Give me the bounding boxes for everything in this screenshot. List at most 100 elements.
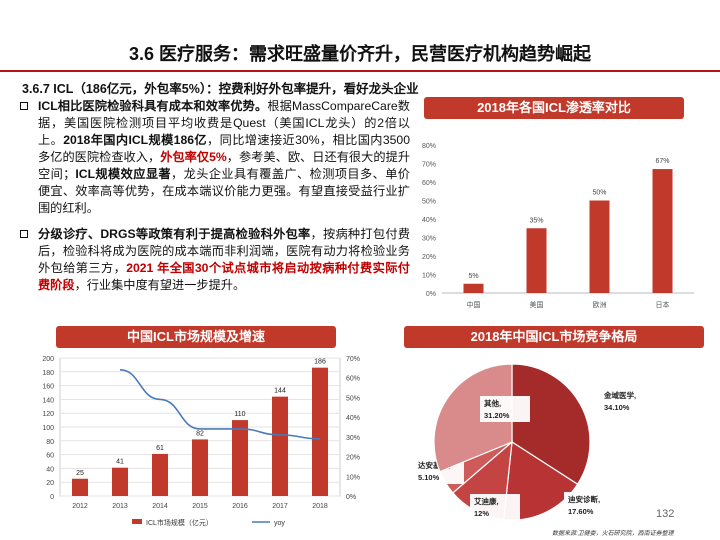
x-tick-label: 2017: [272, 503, 288, 510]
bar-2: [589, 200, 610, 293]
y2-tick-label: 30%: [346, 435, 360, 442]
bullet-segment: ICL规模效应显著: [75, 167, 172, 181]
y2-tick-label: 10%: [346, 474, 360, 481]
pie-pct: 12%: [474, 509, 489, 518]
banner-penetration: 2018年各国ICL渗透率对比: [424, 97, 684, 119]
x-tick-label: 2013: [112, 503, 128, 510]
y2-tick-label: 40%: [346, 415, 360, 422]
y-tick-label: 180: [42, 370, 54, 377]
bullet-policy: 分级诊疗、DRGS等政策有利于提高检验科外包率，按病种打包付费后，检验科将成为医…: [18, 226, 410, 294]
y-tick-label: 140: [42, 397, 54, 404]
y-tick-label: 60: [46, 453, 54, 460]
y-tick-label: 200: [42, 356, 54, 363]
pie-pct: 17.60%: [568, 507, 594, 516]
bullet-segment: ，龙头企业具有覆盖广、检测项目多、单价便宜、效率高等优势，在成本端议价能力更强。…: [38, 167, 410, 215]
y-tick-label: 0: [50, 494, 54, 501]
bullet-segment: 分级诊疗、DRGS等政策有利于提高检验科外包率: [38, 227, 311, 241]
bullet-segment: ICL相比医院检验科具有成本和效率优势。: [38, 99, 268, 113]
y-tick-label: 80%: [422, 143, 436, 150]
y-tick-label: 50%: [422, 199, 436, 206]
bullet-icl-advantage: ICL相比医院检验科具有成本和效率优势。根据MassCompareCare数据，…: [18, 98, 410, 217]
bar-1: [112, 467, 128, 496]
section-subtitle: 3.6.7 ICL（186亿元，外包率5%）：控费利好外包率提升，看好龙头企业: [22, 82, 419, 96]
bar-3: [652, 169, 673, 293]
bullet-list: ICL相比医院检验科具有成本和效率优势。根据MassCompareCare数据，…: [18, 98, 410, 303]
data-label: 35%: [529, 217, 543, 224]
y-tick-label: 120: [42, 411, 54, 418]
data-label: 110: [234, 411, 245, 418]
bar-1: [526, 228, 547, 293]
pie-pct: 5.10%: [418, 473, 440, 482]
x-tick-label: 日本: [656, 300, 670, 309]
y-tick-label: 30%: [422, 236, 436, 243]
page-number: 132: [656, 508, 675, 520]
pie-pct: 31.20%: [484, 411, 510, 420]
bar-3: [192, 439, 208, 496]
bar-0: [463, 283, 484, 293]
x-tick-label: 2015: [192, 503, 208, 510]
y-tick-label: 160: [42, 384, 54, 391]
y-tick-label: 100: [42, 425, 54, 432]
data-label: 5%: [468, 273, 478, 280]
y-tick-label: 20: [46, 480, 54, 487]
bar-5: [272, 396, 288, 496]
pie-label: 其他,: [484, 398, 501, 408]
pie-pct: 34.10%: [604, 403, 630, 412]
source-note: 数据来源:卫健委，火石研究院，西南证券整理: [552, 531, 674, 537]
data-label: 186: [314, 359, 326, 366]
penetration-bar-chart: 0% 10% 20% 30% 40% 50% 60% 70% 80% 5% 中国 35% 美国 50% 欧洲…: [422, 143, 694, 309]
data-label: 25: [76, 470, 84, 477]
y-tick-label: 60%: [422, 180, 436, 187]
y2-tick-label: 60%: [346, 376, 360, 383]
pie-label-box: [480, 396, 530, 422]
bullet-text: 分级诊疗、DRGS等政策有利于提高检验科外包率，按病种打包付费后，检验科将成为医…: [38, 227, 410, 292]
y-tick-label: 70%: [422, 162, 436, 169]
square-bullet-icon: [20, 230, 28, 238]
y-tick-label: 80: [46, 439, 54, 446]
y-tick-label: 10%: [422, 273, 436, 280]
bar-2: [152, 453, 168, 496]
x-tick-label: 2012: [72, 503, 88, 510]
bullet-segment: ，同比增速接近30%，相比国内3500多亿的医院检查收入，: [38, 133, 410, 164]
y2-tick-label: 50%: [346, 395, 360, 402]
data-label: 82: [196, 430, 204, 437]
title-divider: [0, 70, 720, 72]
competition-pie-chart: 金域医学, 34.10% 迪安诊断, 17.60% 艾迪康, 12% 达安基因, 5.10% 其…: [414, 363, 650, 521]
bullet-segment: 根据MassCompareCare数据，美国医院检测项目平均收费是Quest（美…: [38, 99, 410, 147]
y-tick-label: 40%: [422, 217, 436, 224]
y-tick-label: 0%: [426, 291, 436, 298]
data-label: 41: [116, 459, 124, 466]
pie-label: 达安基因,: [418, 460, 450, 470]
x-tick-label: 2014: [152, 503, 168, 510]
legend-swatch-size: [132, 519, 142, 524]
legend-label-size: ICL市场规模（亿元）: [146, 518, 213, 527]
x-tick-label: 美国: [530, 300, 544, 309]
pie-label-box: [600, 388, 650, 414]
bullet-segment: 2021 年全国30个试点城市将启动按病种付费实际付费阶段: [38, 261, 410, 292]
slide-title: 3.6 医疗服务：需求旺盛量价齐升，民营医疗机构趋势崛起: [128, 44, 592, 64]
bullet-segment: 2018年国内ICL规模186亿: [63, 133, 208, 147]
x-tick-label: 2018: [312, 503, 328, 510]
x-tick-label: 中国: [467, 300, 481, 309]
y2-tick-label: 20%: [346, 455, 360, 462]
y-tick-label: 20%: [422, 254, 436, 261]
y-tick-label: 40: [46, 466, 54, 473]
x-tick-label: 欧洲: [593, 300, 607, 309]
y2-tick-label: 70%: [346, 356, 360, 363]
banner-market-size: 中国ICL市场规模及增速: [56, 326, 336, 348]
bullet-segment: ，按病种打包付费后，检验科将成为医院的成本端而非利润端，医院有动力将检验业务外包…: [38, 227, 411, 275]
bullet-segment: ，参考美、欧、日还有很大的提升空间；: [38, 150, 411, 181]
y2-tick-label: 0%: [346, 494, 356, 501]
pie-label: 迪安诊断,: [568, 494, 600, 504]
square-bullet-icon: [20, 102, 28, 110]
data-label: 67%: [655, 158, 669, 165]
x-tick-label: 2016: [232, 503, 248, 510]
pie-label: 艾迪康,: [474, 496, 499, 506]
data-label: 50%: [592, 190, 606, 197]
banner-competition: 2018年中国ICL市场竞争格局: [404, 326, 704, 348]
pie-label: 金域医学,: [603, 390, 636, 400]
legend-label-yoy: yoy: [274, 520, 285, 527]
market-size-chart: 0 20 40 60 80 100 120 140 160 180 200 0% 10% 20% 30% 40…: [42, 356, 360, 527]
pie-slice-4: [433, 363, 513, 473]
bullet-text: ICL相比医院检验科具有成本和效率优势。根据MassCompareCare数据，…: [38, 99, 410, 215]
